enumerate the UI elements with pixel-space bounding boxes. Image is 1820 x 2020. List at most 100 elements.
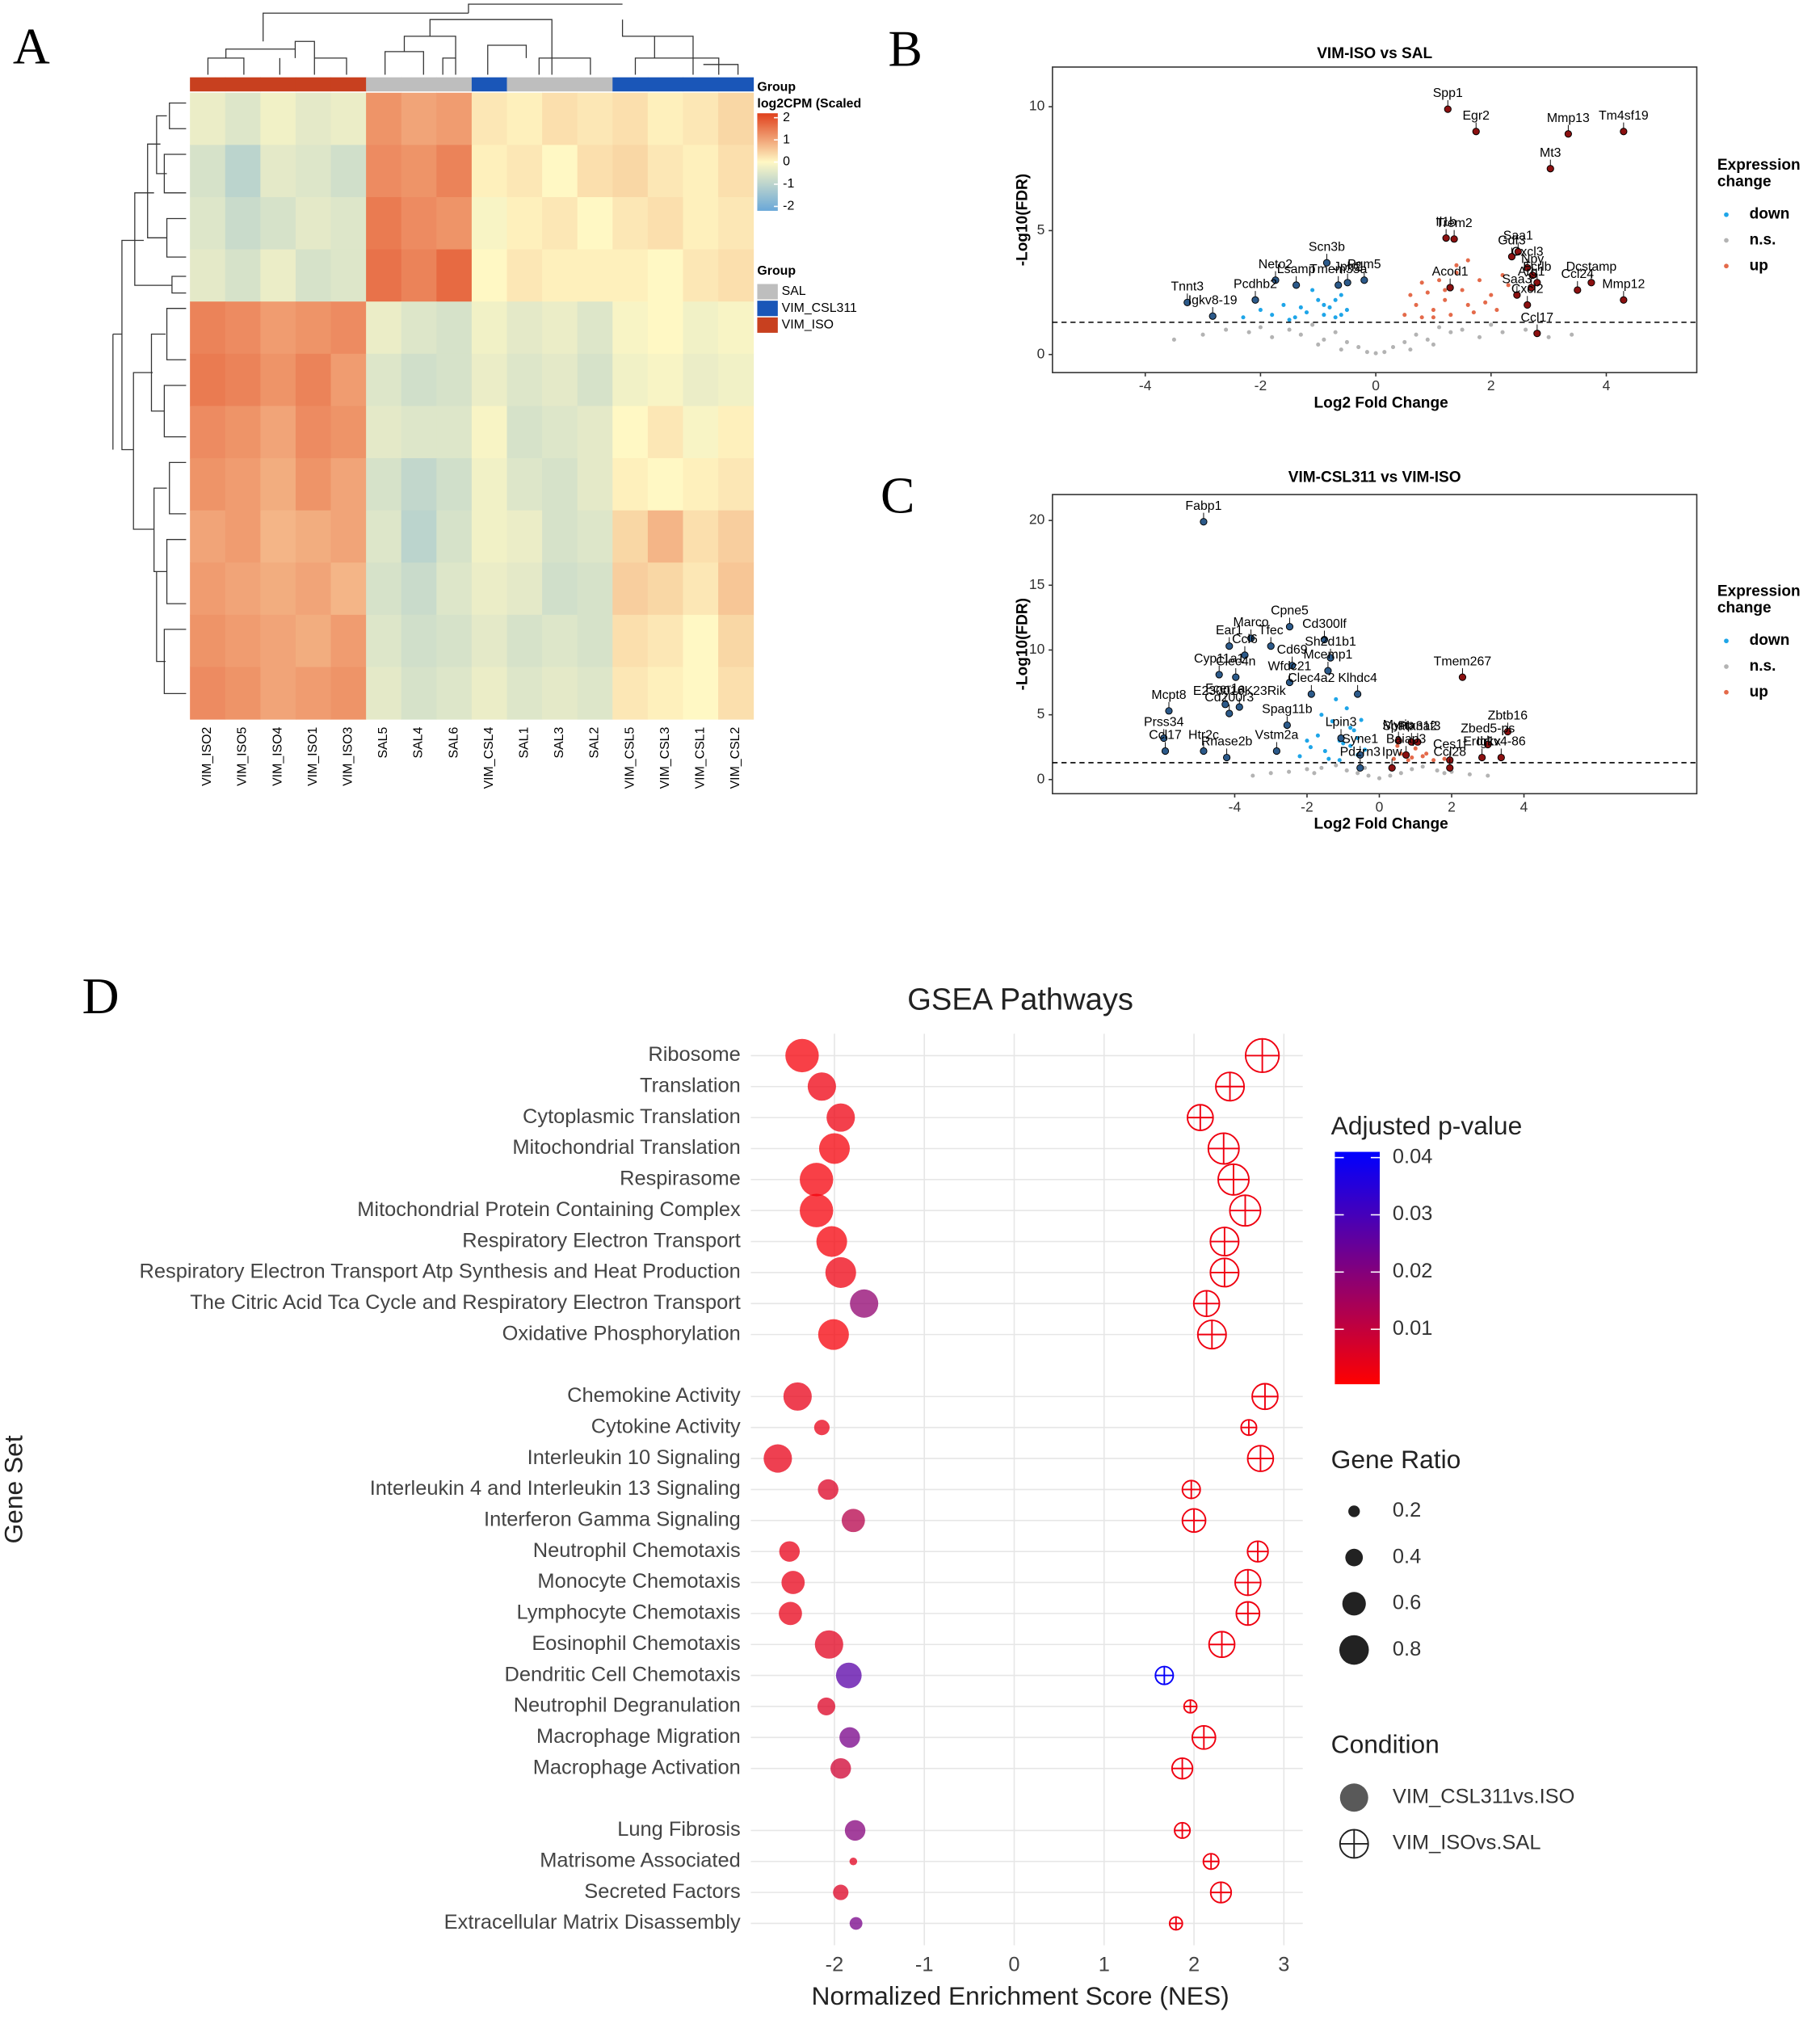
category-label: Lung Fibrosis [617, 1818, 741, 1841]
gene-label: Htr2c [1188, 729, 1219, 743]
heatmap-cell [366, 145, 402, 198]
marker-cross [1192, 1725, 1216, 1749]
x-tick-label: -1 [915, 1954, 934, 1976]
y-tick-label: 20 [1029, 511, 1045, 528]
point [1322, 302, 1326, 307]
point [1344, 339, 1349, 344]
heatmap-cell [295, 301, 332, 355]
colorbar-tick-label: 0.02 [1393, 1260, 1432, 1282]
point [1494, 307, 1499, 313]
marker [1202, 1853, 1220, 1871]
point [1442, 771, 1447, 776]
point [1341, 741, 1346, 746]
heatmap-cell [330, 458, 367, 511]
colorbar-tick-label: 2 [783, 111, 790, 124]
point [1333, 315, 1338, 320]
labeled-point [1235, 703, 1243, 711]
heatmap-cell [612, 196, 649, 250]
marker-dot [818, 1133, 850, 1164]
category-label: Respiratory Electron Transport Atp Synth… [140, 1260, 741, 1283]
point [1420, 754, 1425, 759]
point [1390, 345, 1396, 350]
heatmap-cell [718, 458, 754, 511]
marker [1217, 1163, 1250, 1196]
gene-label: Saa3 [1502, 272, 1532, 286]
sample-label: VIM_CSL1 [693, 726, 707, 789]
point [1315, 733, 1320, 738]
gene-label: E230016K23Rik [1193, 684, 1286, 698]
sample-label: SAL4 [412, 726, 426, 758]
marker-dot [825, 1256, 856, 1288]
labeled-point [1246, 634, 1255, 642]
legend-label: VIM_CSL311 [782, 301, 857, 315]
labeled-point [1574, 286, 1582, 294]
legend-title: Expression change [1717, 157, 1801, 191]
marker-dot [763, 1444, 792, 1473]
heatmap-cell [577, 353, 613, 406]
point [1322, 748, 1327, 754]
point [1363, 747, 1368, 752]
y-axis-label: -Log10(FDR) [1014, 174, 1031, 266]
marker [833, 1884, 849, 1900]
point [1344, 307, 1349, 313]
heatmap-cell [436, 145, 473, 198]
gene-label: Tmem267 [1434, 654, 1492, 668]
labeled-point [1307, 690, 1315, 698]
heatmap-cell [683, 196, 719, 250]
marker [849, 1917, 863, 1930]
point [1351, 728, 1356, 733]
plot-border [1052, 66, 1698, 373]
heatmap-cell [401, 92, 437, 145]
group-annotation [471, 77, 507, 92]
group-annotation [542, 77, 578, 92]
heatmap-cell [647, 301, 683, 355]
heatmap-cell [225, 614, 261, 667]
marker [826, 1103, 855, 1132]
colorbar-tick-label: 0.04 [1393, 1145, 1432, 1168]
point [1414, 332, 1419, 337]
group-annotation [225, 77, 261, 92]
heatmap-cell [190, 562, 226, 616]
category-label: Cytokine Activity [591, 1415, 741, 1437]
y-tick-label: 0 [1037, 770, 1045, 786]
heatmap-cell [295, 196, 332, 250]
marker-dot [800, 1163, 834, 1197]
heatmap-cell [260, 249, 296, 302]
heatmap-cell [366, 301, 402, 355]
marker [1339, 1829, 1369, 1859]
heatmap-cell [225, 667, 261, 720]
category-label: Respirasome [620, 1168, 741, 1190]
marker [844, 1820, 866, 1841]
group-annotation [683, 77, 719, 92]
labeled-point [1564, 130, 1572, 138]
category-label: Chemokine Activity [567, 1384, 741, 1407]
point [1506, 283, 1511, 288]
marker [779, 1541, 801, 1562]
y-tick-label: 10 [1029, 641, 1045, 657]
legend-label: VIM_ISOvs.SAL [1393, 1832, 1541, 1854]
marker [1154, 1665, 1175, 1685]
marker-dot [807, 1072, 836, 1101]
gene-label: Ccl17 [1149, 729, 1182, 743]
sample-label: VIM_ISO4 [271, 726, 284, 785]
heatmap-cell [471, 614, 507, 667]
gene-label: Igkv8-19 [1188, 293, 1238, 307]
sample-label: VIM_CSL2 [729, 726, 742, 789]
heatmap-cell [190, 145, 226, 198]
category-label: Macrophage Activation [533, 1756, 741, 1778]
category-label: Matrisome Associated [540, 1849, 741, 1871]
marker-dot [816, 1226, 847, 1257]
labeled-point [1241, 651, 1249, 659]
marker-cross [1217, 1164, 1250, 1195]
labeled-point [1507, 252, 1516, 261]
point [1316, 342, 1321, 347]
gene-label: Tfec [1259, 624, 1284, 638]
group-annotation [190, 77, 226, 92]
gene-label: Pgm5 [1347, 258, 1381, 271]
point [1287, 318, 1292, 322]
point [1171, 337, 1176, 342]
labeled-point [1267, 642, 1275, 650]
point [1287, 769, 1292, 774]
group-annotation [330, 77, 367, 92]
